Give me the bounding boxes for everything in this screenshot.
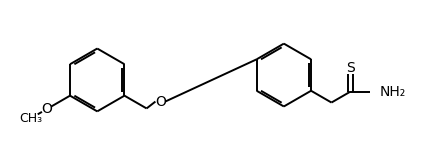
Text: O: O — [41, 102, 52, 116]
Text: O: O — [155, 95, 166, 108]
Text: S: S — [346, 61, 355, 75]
Text: NH₂: NH₂ — [380, 85, 406, 99]
Text: CH₃: CH₃ — [19, 112, 42, 125]
